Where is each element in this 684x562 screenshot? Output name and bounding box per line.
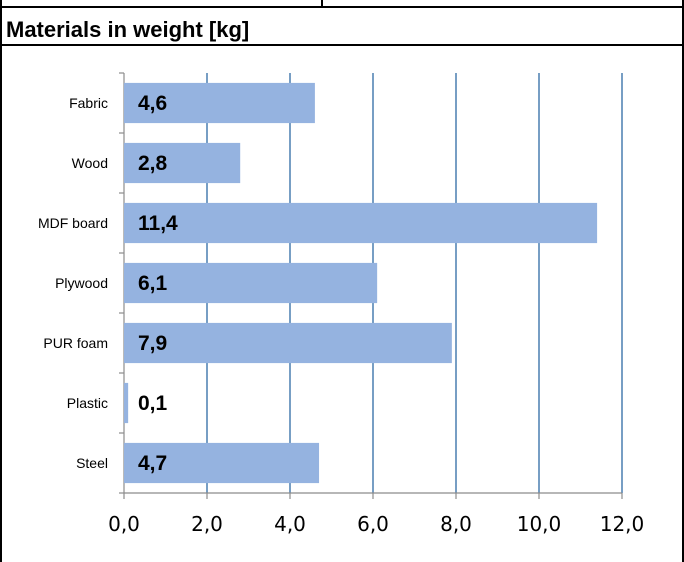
data-label: 7,9 <box>138 332 167 355</box>
category-label: Fabric <box>69 95 108 111</box>
x-tick-label: 2,0 <box>191 512 223 536</box>
divider-mark <box>321 0 323 6</box>
bar <box>124 202 598 244</box>
data-label: 2,8 <box>138 152 168 175</box>
category-label: Wood <box>72 155 108 171</box>
x-tick-label: 10,0 <box>517 512 562 536</box>
chart-title: Materials in weight [kg] <box>6 17 250 42</box>
bar <box>124 322 452 364</box>
category-label: MDF board <box>38 215 108 231</box>
data-label: 11,4 <box>138 212 178 235</box>
category-label: PUR foam <box>43 335 108 351</box>
title-band: Materials in weight [kg] <box>0 6 684 46</box>
x-tick-label: 0,0 <box>108 512 140 536</box>
bar <box>124 262 378 304</box>
bar <box>124 142 241 184</box>
data-label: 4,7 <box>138 452 167 475</box>
x-tick-label: 8,0 <box>440 512 472 536</box>
bar <box>124 382 129 424</box>
x-tick-label: 4,0 <box>274 512 306 536</box>
x-tick-label: 6,0 <box>357 512 389 536</box>
data-label: 4,6 <box>138 92 167 115</box>
category-label: Steel <box>76 455 108 471</box>
bar <box>124 442 320 484</box>
data-label: 6,1 <box>138 272 168 295</box>
category-label: Plastic <box>67 395 108 411</box>
x-tick-label: 12,0 <box>600 512 645 536</box>
data-label: 0,1 <box>138 392 168 415</box>
category-label: Plywood <box>55 275 108 291</box>
bar <box>124 82 315 124</box>
